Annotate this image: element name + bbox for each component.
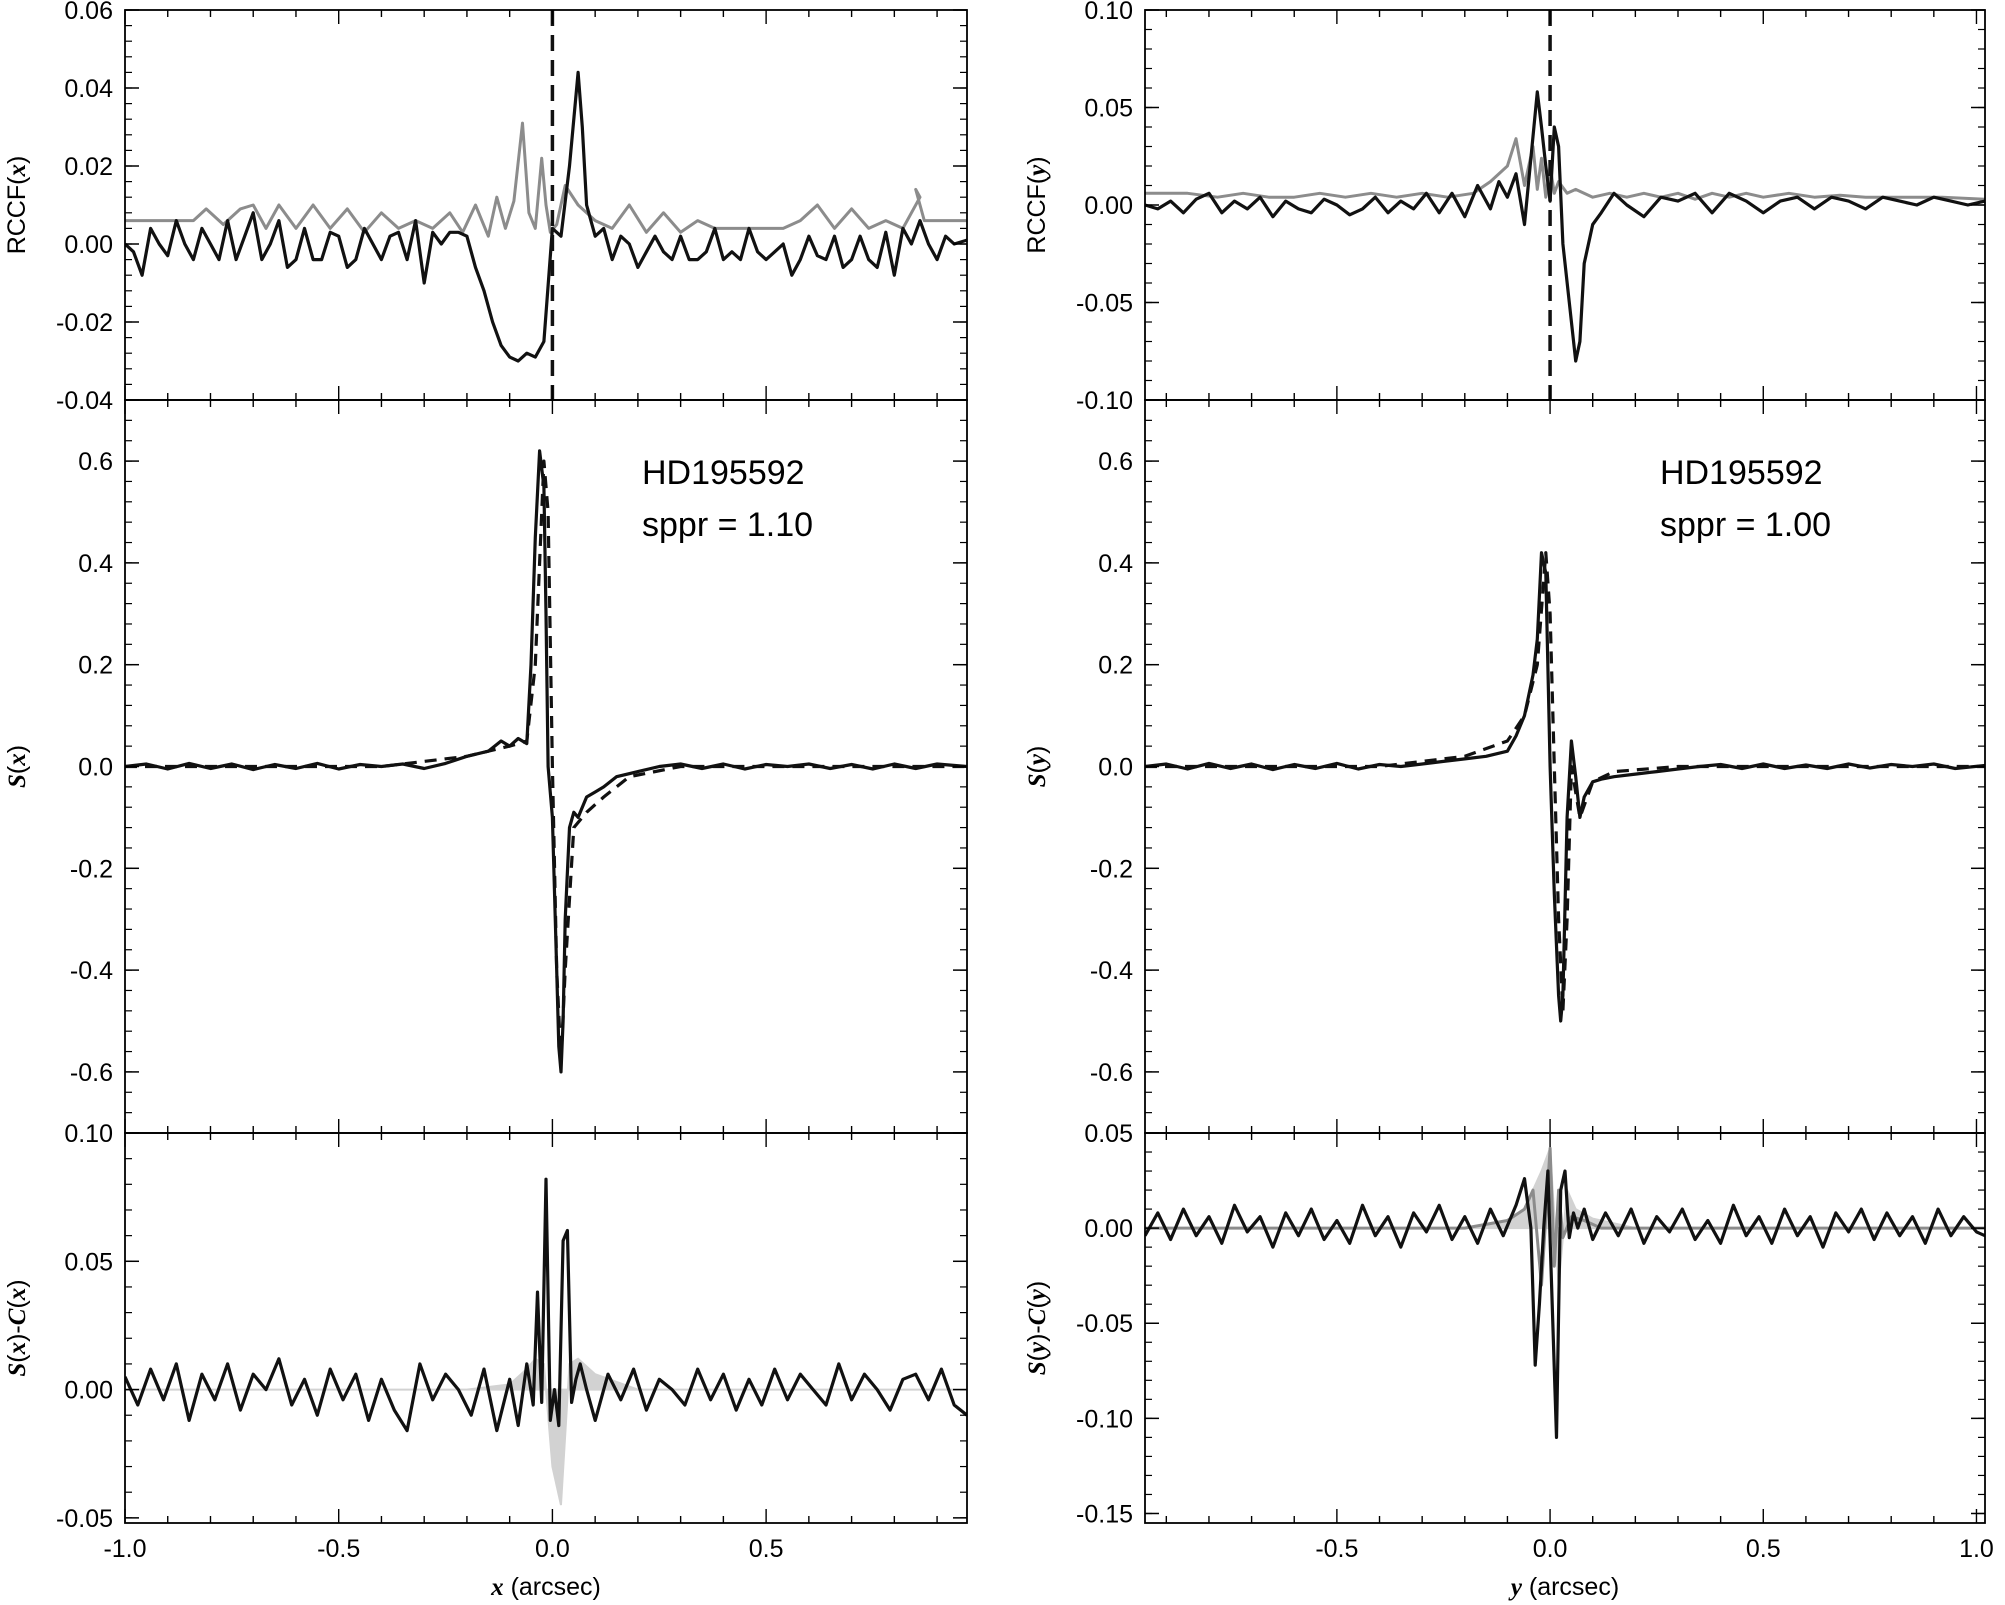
y-tick-label: 0.10	[1084, 0, 1133, 25]
y-tick-label: -0.05	[56, 1505, 113, 1533]
panel-resid-y: -0.15 -0.10 -0.05 0.00 0.05 -0.5 0.0 0.5 1.0 S(y)…	[1023, 1120, 1994, 1601]
series-band-0	[1145, 1147, 1985, 1286]
y-tick-label: 0.06	[64, 0, 113, 25]
y-tick-label: -0.4	[1090, 957, 1133, 985]
x-axis-label: y (arcsec)	[1508, 1573, 1619, 1601]
y-tick-label: 0.00	[1084, 192, 1133, 220]
y-tick-label: -0.05	[1076, 1310, 1133, 1338]
y-tick-label: -0.04	[56, 387, 113, 415]
y-tick-label: 0.00	[64, 231, 113, 259]
y-tick-label: 0.05	[64, 1248, 113, 1276]
series-line-2	[1145, 1169, 1985, 1439]
y-tick-label: 0.10	[64, 1120, 113, 1148]
series-model-dashed-0	[1145, 551, 1985, 1013]
panel-frame	[1144, 1132, 1986, 1524]
y-tick-label: -0.02	[56, 309, 113, 337]
y-tick-label: -0.05	[1076, 290, 1133, 318]
x-tick-label: 0.5	[749, 1535, 784, 1563]
y-tick-label: -0.6	[70, 1059, 113, 1087]
y-axis-label: S(x)-C(x)	[3, 1279, 31, 1376]
panel-rccf-x: -0.04 -0.02 0.00 0.02 0.04 0.06 RCCF(x)	[3, 0, 968, 415]
x-tick-label: 1.0	[1959, 1535, 1994, 1563]
plot-area	[1145, 551, 1985, 1023]
y-tick-label: -0.2	[70, 855, 113, 883]
panel-s-x: -0.6 -0.4 -0.2 0.0 0.2 0.4 0.6 S(x) HD195592 sppr…	[3, 399, 968, 1134]
y-tick-label: -0.2	[1090, 855, 1133, 883]
star-name-label: HD195592	[1660, 454, 1823, 492]
panel-rccf-y: -0.10 -0.05 0.00 0.05 0.10 RCCF(y)	[1023, 0, 1986, 415]
y-tick-label: 0.00	[64, 1377, 113, 1405]
y-tick-label: -0.4	[70, 957, 113, 985]
series-line-1	[125, 449, 967, 1074]
series-line-1	[1145, 90, 1985, 363]
y-axis-label: RCCF(x)	[3, 156, 31, 255]
series-line-0	[125, 121, 967, 238]
y-axis-label: S(y)	[1023, 746, 1051, 788]
x-tick-label: -0.5	[317, 1535, 360, 1563]
x-tick-label: 0.0	[1533, 1535, 1568, 1563]
x-tick-label: -1.0	[103, 1535, 146, 1563]
plot-area	[125, 1177, 967, 1506]
plot-area	[125, 449, 967, 1074]
y-tick-label: 0.2	[78, 652, 113, 680]
y-tick-label: 0.02	[64, 153, 113, 181]
panel-resid-x: -0.05 0.00 0.05 0.10 -1.0 -0.5 0.0 0.5 S(x)-C(x)…	[3, 1120, 968, 1601]
plot-area	[125, 70, 967, 363]
y-tick-label: 0.00	[1084, 1215, 1133, 1243]
x-axis-label: x (arcsec)	[490, 1573, 601, 1601]
y-tick-label: 0.6	[78, 448, 113, 476]
y-axis-label: S(x)	[3, 745, 31, 788]
panel-frame	[124, 1132, 968, 1524]
star-name-label: HD195592	[642, 454, 805, 492]
y-tick-label: 0.04	[64, 75, 113, 103]
panel-s-y: -0.6 -0.4 -0.2 0.0 0.2 0.4 0.6 S(y) HD195592 sppr…	[1023, 399, 1986, 1134]
series-line-1	[1145, 1146, 1985, 1287]
series-line-0	[1145, 137, 1985, 201]
y-tick-label: 0.0	[78, 754, 113, 782]
series-line-1	[125, 1177, 967, 1433]
series-line-1	[1145, 551, 1985, 1023]
plot-area	[1145, 1146, 1985, 1439]
y-tick-label: -0.15	[1076, 1500, 1133, 1528]
y-tick-label: -0.6	[1090, 1059, 1133, 1087]
y-tick-label: -0.10	[1076, 1405, 1133, 1433]
x-tick-label: 0.0	[535, 1535, 570, 1563]
y-axis-label: RCCF(y)	[1023, 156, 1051, 253]
y-tick-label: -0.10	[1076, 387, 1133, 415]
x-tick-label: 0.5	[1746, 1535, 1781, 1563]
y-tick-label: 0.4	[78, 550, 113, 578]
y-tick-label: 0.05	[1084, 1120, 1133, 1148]
plot-area	[1145, 90, 1985, 363]
y-tick-label: 0.0	[1098, 754, 1133, 782]
sppr-label: sppr = 1.10	[642, 506, 813, 544]
x-tick-label: -0.5	[1315, 1535, 1358, 1563]
y-tick-label: 0.2	[1098, 652, 1133, 680]
y-tick-label: 0.4	[1098, 550, 1133, 578]
series-band-0	[125, 1357, 967, 1506]
y-axis-label: S(y)-C(y)	[1023, 1281, 1051, 1375]
y-tick-label: 0.05	[1084, 95, 1133, 123]
sppr-label: sppr = 1.00	[1660, 506, 1831, 544]
series-line-1	[125, 70, 967, 363]
y-tick-label: 0.6	[1098, 448, 1133, 476]
